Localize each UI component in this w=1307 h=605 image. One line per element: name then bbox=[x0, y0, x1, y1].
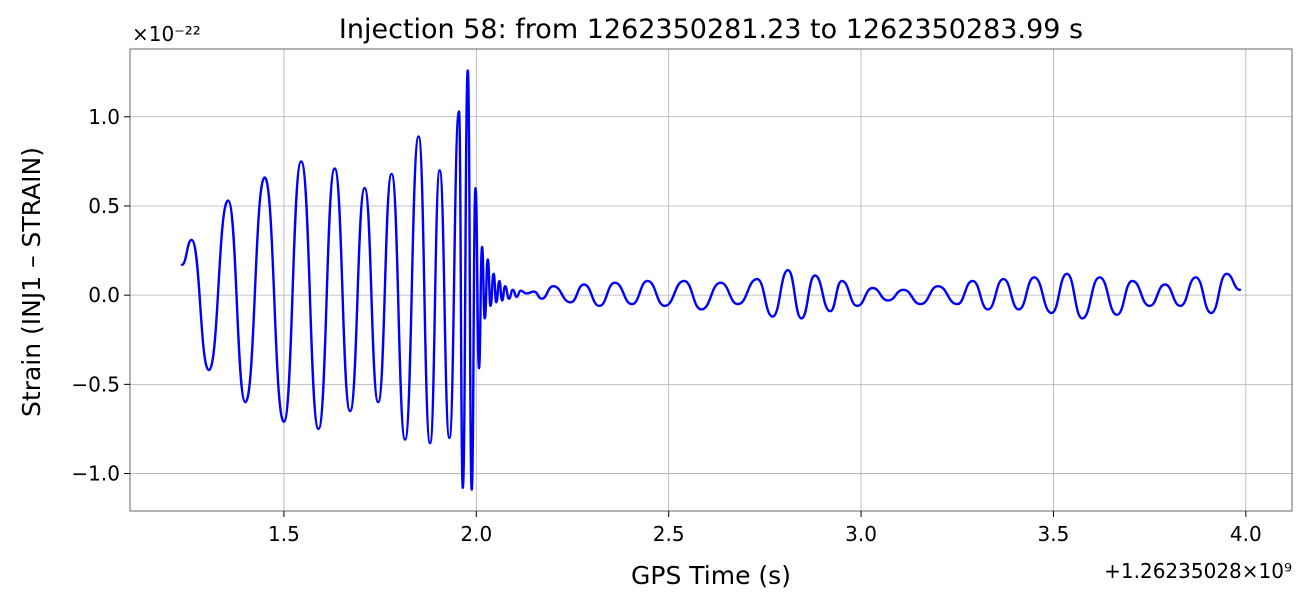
x-offset-label: +1.26235028×10⁹ bbox=[1104, 559, 1292, 583]
chart-title: Injection 58: from 1262350281.23 to 1262… bbox=[339, 14, 1083, 45]
strain-series-line bbox=[180, 69, 1242, 491]
x-tick-label: 2.5 bbox=[653, 522, 685, 546]
series-layer bbox=[180, 69, 1242, 491]
x-axis-label: GPS Time (s) bbox=[631, 561, 791, 590]
x-tick-label: 1.5 bbox=[268, 522, 300, 546]
x-tick-label: 3.0 bbox=[845, 522, 877, 546]
plot-frame bbox=[129, 48, 1293, 512]
x-tick-label: 3.5 bbox=[1038, 522, 1070, 546]
y-tick-label: −1.0 bbox=[71, 462, 120, 486]
x-tick-label: 2.0 bbox=[460, 522, 492, 546]
y-scale-label: ×10⁻²² bbox=[132, 22, 201, 46]
y-tick-label: 0.5 bbox=[88, 194, 120, 218]
y-tick-label: 0.0 bbox=[88, 283, 120, 307]
axis-ticks: 1.5 2.0 2.5 3.0 3.5 4.0 −1.0 −0.5 0.0 0.5 1.0 bbox=[71, 105, 1261, 546]
x-tick-label: 4.0 bbox=[1230, 522, 1262, 546]
y-axis-label: Strain (INJ1 – STRAIN) bbox=[17, 147, 46, 417]
y-tick-label: 1.0 bbox=[88, 105, 120, 129]
grid bbox=[130, 49, 1292, 511]
y-tick-label: −0.5 bbox=[71, 372, 120, 396]
